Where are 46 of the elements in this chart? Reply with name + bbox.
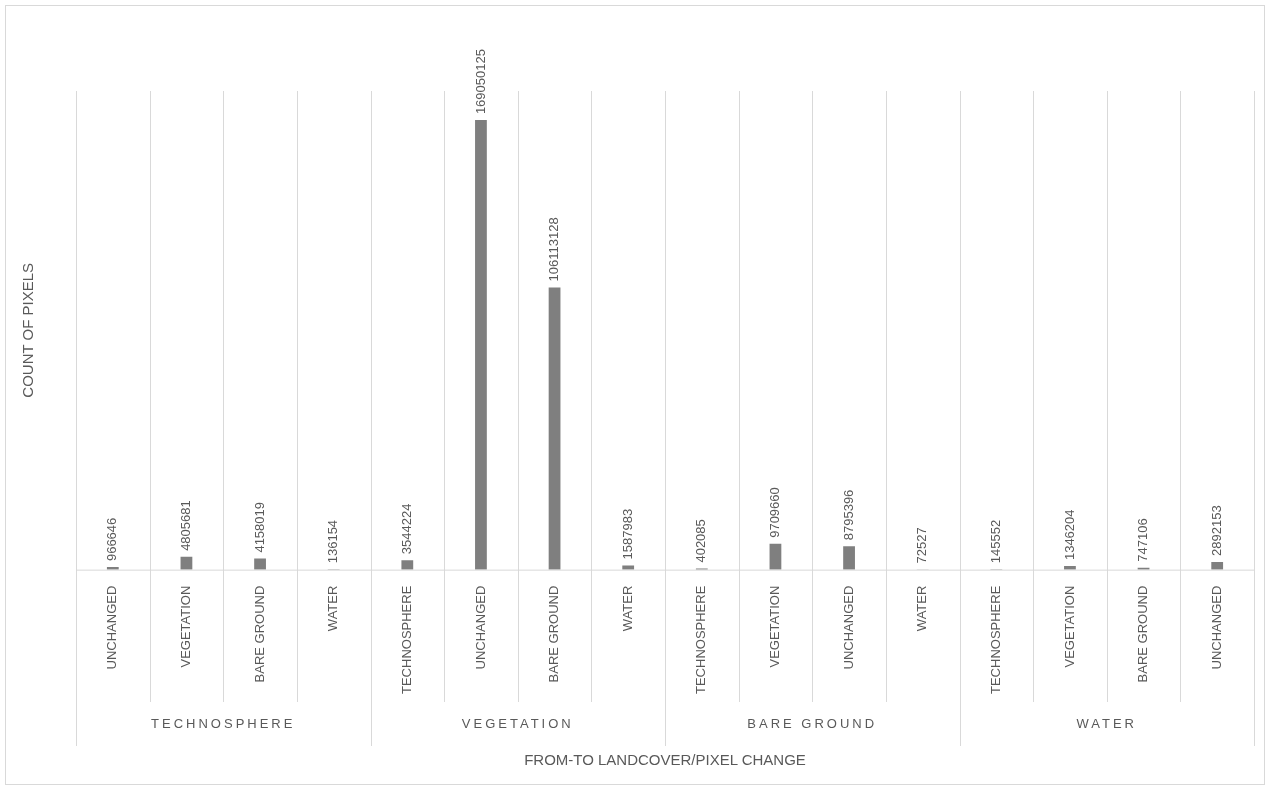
x-tick-label: WATER [619, 585, 635, 632]
data-label: 4158019 [251, 501, 267, 553]
data-label: 169050125 [472, 49, 488, 115]
bar [843, 546, 855, 570]
x-axis-title: FROM-TO LANDCOVER/PIXEL CHANGE [524, 751, 806, 769]
bar [622, 565, 635, 570]
text: BARE GROUND [747, 715, 878, 731]
data-label: 4805681 [178, 500, 194, 551]
x-tick-label: BARE GROUND [546, 585, 562, 683]
data-label: 966646 [104, 517, 120, 562]
x-tick-label: UNCHANGED [1208, 585, 1224, 670]
data-label: 72527 [914, 527, 930, 564]
text: WATER [1076, 715, 1137, 731]
x-tick-label: UNCHANGED [840, 585, 856, 670]
bar [475, 120, 487, 570]
x-tick-label: UNCHANGED [104, 585, 120, 670]
data-label: 3544224 [398, 503, 414, 555]
text: VEGETATION [461, 715, 574, 731]
x-tick-label: BARE GROUND [251, 585, 267, 683]
data-label: 747106 [1135, 518, 1151, 562]
x-tick-label: VEGETATION [767, 585, 783, 668]
x-tick-label: BARE GROUND [1135, 585, 1151, 683]
text: TECHNOSPHERE [151, 715, 296, 731]
bar [548, 287, 561, 570]
data-label: 402085 [693, 519, 709, 563]
data-label: 136154 [325, 519, 341, 564]
x-tick-label: WATER [914, 585, 930, 632]
bar [401, 560, 414, 570]
data-label: 1346204 [1061, 509, 1077, 561]
bar [254, 558, 266, 570]
data-label: 2892153 [1208, 505, 1224, 556]
x-tick-label: TECHNOSPHERE [987, 585, 1003, 695]
x-tick-label: TECHNOSPHERE [398, 585, 414, 695]
data-label: 106113128 [546, 217, 562, 282]
x-tick-label: VEGETATION [178, 585, 194, 668]
x-tick-label: TECHNOSPHERE [693, 585, 709, 695]
data-label: 1587983 [619, 508, 635, 560]
x-tick-label: UNCHANGED [472, 585, 488, 670]
data-label: 9709660 [767, 487, 783, 538]
data-label: 8795396 [840, 489, 856, 541]
bar [1211, 561, 1224, 570]
bar [769, 543, 782, 570]
x-tick-label: VEGETATION [1061, 585, 1077, 668]
x-tick-label: WATER [325, 585, 341, 632]
y-axis-title: COUNT OF PIXELS [19, 262, 37, 398]
data-label: 145552 [987, 519, 1003, 564]
